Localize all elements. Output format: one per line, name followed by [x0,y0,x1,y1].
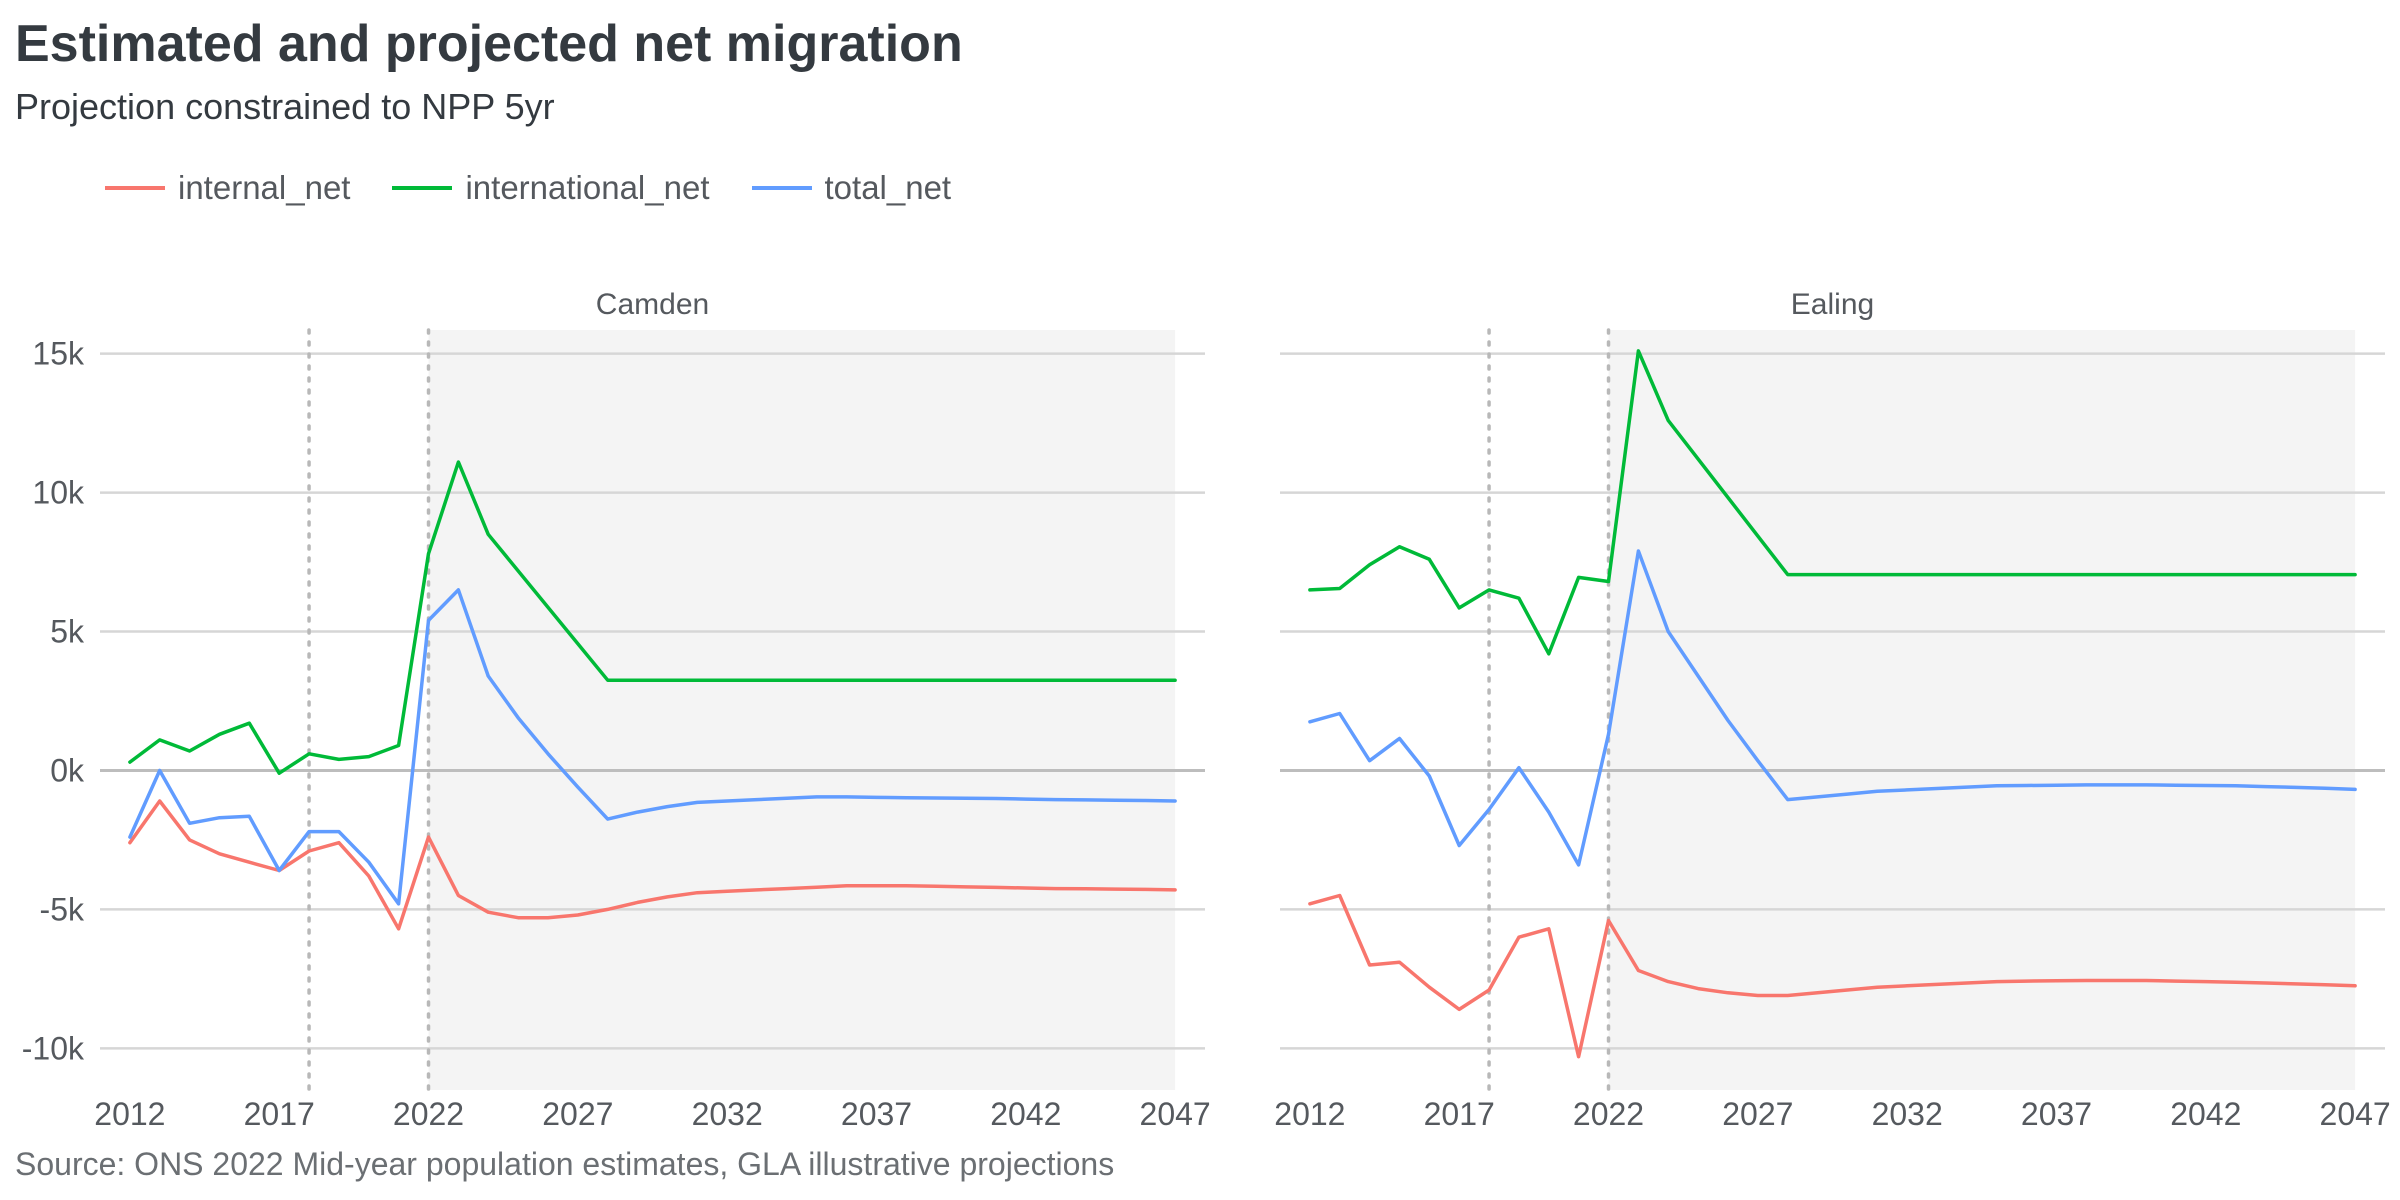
facet-label-ealing: Ealing [1791,288,1874,321]
facet-label-camden: Camden [596,288,709,321]
legend-swatch-internal-net [105,186,165,190]
y-tick-label: 15k [32,336,85,372]
x-tick-label: 2017 [1424,1096,1495,1132]
y-tick-label: 0k [50,752,85,788]
x-tick-label: 2042 [2170,1096,2241,1132]
series-line-ealing-international-net [1308,349,2357,656]
x-tick-label: 2037 [2021,1096,2092,1132]
legend-item-internal-net: internal_net [105,169,350,207]
x-tick-label: 2012 [94,1096,165,1132]
series-line-ealing-total-net [1308,549,2357,867]
x-tick-label: 2032 [692,1096,763,1132]
x-tick-label: 2022 [393,1096,464,1132]
source-caption: Source: ONS 2022 Mid-year population est… [15,1146,1115,1182]
x-tick-label: 2037 [841,1096,912,1132]
chart-title: Estimated and projected net migration [15,15,963,73]
legend-swatch-total-net [751,186,812,190]
y-tick-label: -10k [22,1030,85,1066]
chart-subtitle: Projection constrained to NPP 5yr [15,86,555,127]
y-tick-label: 10k [32,475,85,511]
projection-shading-camden [428,330,1176,1090]
x-tick-label: 2017 [244,1096,315,1132]
x-tick-label: 2042 [990,1096,1061,1132]
y-tick-label: 5k [50,614,85,650]
series-line-ealing-internal-net [1308,893,2357,1059]
legend-item-total-net: total_net [751,169,952,207]
legend-swatch-international-net [392,186,453,190]
x-tick-label: 2022 [1573,1096,1644,1132]
legend-label-internal-net: internal_net [178,169,351,206]
y-tick-label: -5k [40,891,85,927]
series-line-camden-total-net [128,588,1177,906]
projection-shading-ealing [1608,330,2356,1090]
legend-label-total-net: total_net [824,169,952,206]
legend: internal_net international_net total_net [105,165,993,211]
x-tick-label: 2047 [2320,1096,2391,1132]
x-tick-label: 2047 [1140,1096,1211,1132]
x-tick-label: 2012 [1274,1096,1345,1132]
series-line-camden-international-net [128,460,1177,775]
legend-label-international-net: international_net [465,169,710,206]
x-tick-label: 2032 [1872,1096,1943,1132]
x-tick-label: 2027 [1722,1096,1793,1132]
series-line-camden-internal-net [128,799,1177,931]
x-tick-label: 2027 [542,1096,613,1132]
legend-item-international-net: international_net [392,169,710,207]
